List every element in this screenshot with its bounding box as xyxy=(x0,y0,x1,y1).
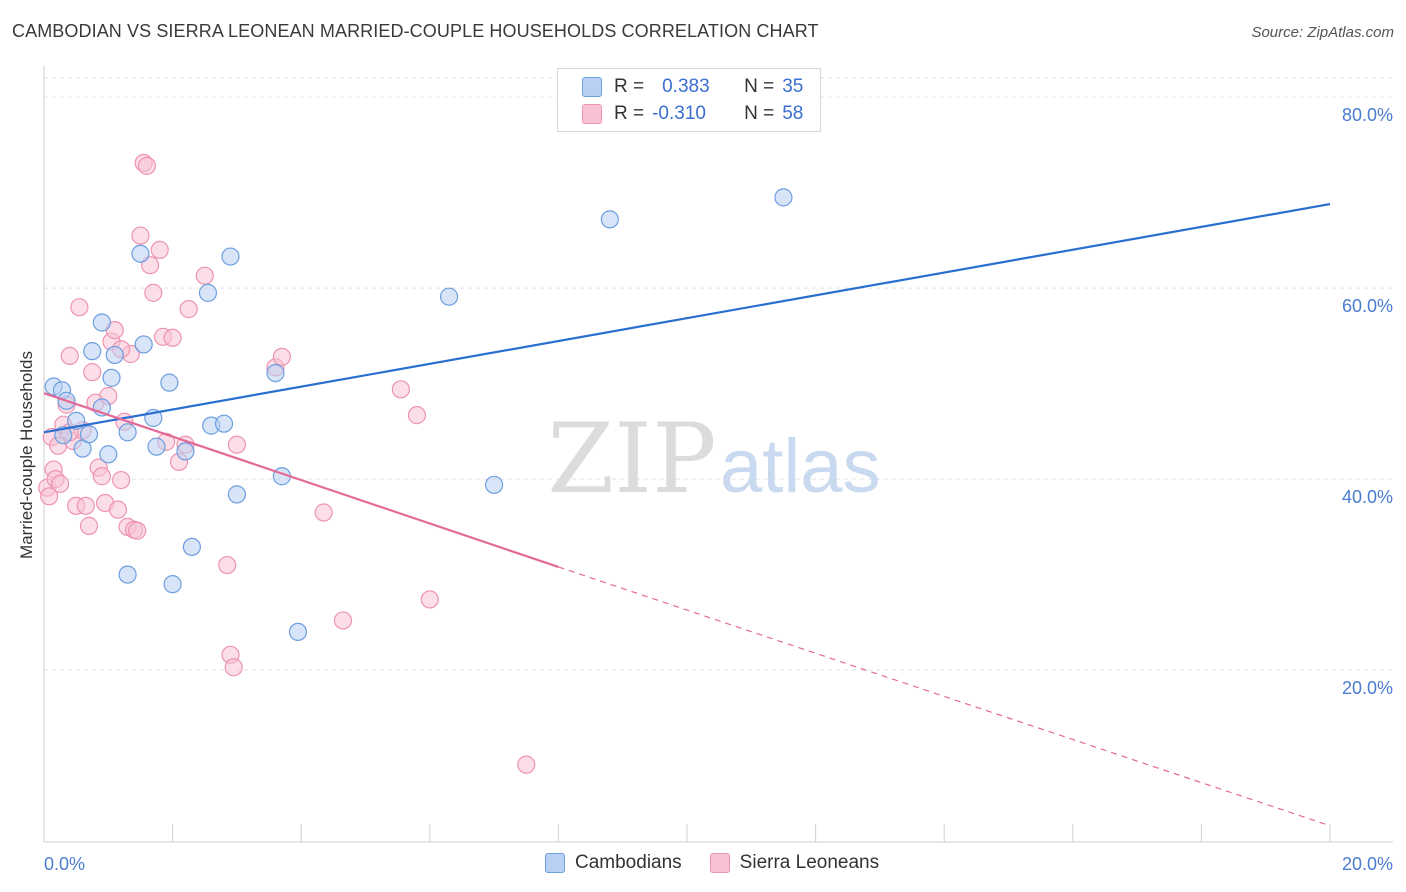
cambodian-point xyxy=(227,485,246,504)
sierra-leonean-point xyxy=(224,658,243,677)
sierra-leonean-point xyxy=(420,590,439,609)
cambodian-point xyxy=(118,565,137,584)
cambodian-point xyxy=(214,414,234,433)
legend-item-cambodians[interactable]: Cambodians xyxy=(545,852,682,874)
cambodian-point xyxy=(198,283,218,302)
cambodian-point xyxy=(485,475,504,494)
trend-lines xyxy=(43,202,1331,827)
sierra-leoneans-trend-extension xyxy=(558,566,1331,827)
y-tick-label: 80.0% xyxy=(1342,105,1393,125)
y-tick-label: 20.0% xyxy=(1342,678,1393,698)
legend-swatch-pink xyxy=(582,104,602,124)
sierra-leonean-point xyxy=(137,156,156,175)
cambodians-label: Cambodians xyxy=(575,852,682,873)
legend-r-value: -0.310 xyxy=(652,103,706,124)
legend-r-value: 0.383 xyxy=(662,76,710,97)
sierra-leonean-point xyxy=(407,406,427,425)
legend-row-sierra-leoneans: R = -0.310 N = 58 xyxy=(582,102,803,126)
sierra-leonean-point xyxy=(163,328,182,347)
sierra-leonean-point xyxy=(131,226,150,245)
sierra-leonean-point xyxy=(391,380,410,399)
sierra-leonean-point xyxy=(218,555,237,575)
sierra-leonean-point xyxy=(128,521,147,540)
sierra-leonean-point xyxy=(144,283,163,302)
sierra-leoneans-label: Sierra Leoneans xyxy=(739,852,880,873)
cambodian-point xyxy=(774,188,793,207)
cambodian-point xyxy=(221,247,240,266)
legend-row-cambodians: R = 0.383 N = 35 xyxy=(582,75,803,99)
sierra-leonean-point xyxy=(272,347,292,366)
sierra-leonean-point xyxy=(179,300,198,319)
chart-title: CAMBODIAN VS SIERRA LEONEAN MARRIED-COUP… xyxy=(12,21,819,41)
sierra-leonean-point xyxy=(60,346,79,366)
sierra-leonean-point xyxy=(150,240,169,259)
sierra-leonean-point xyxy=(333,611,353,630)
cambodian-point xyxy=(54,426,73,445)
legend-n-label: N = xyxy=(744,103,775,124)
cambodian-point xyxy=(176,442,195,461)
series-cambodians xyxy=(44,188,793,642)
legend-r-label: R = xyxy=(614,103,645,124)
source-credit: Source: ZipAtlas.com xyxy=(1251,24,1394,41)
sierra-leonean-point xyxy=(314,503,333,522)
legend-item-sierra-leoneans[interactable]: Sierra Leoneans xyxy=(709,852,880,874)
cambodian-point xyxy=(83,342,102,361)
sierra-leonean-point xyxy=(83,363,102,382)
cambodian-point xyxy=(288,622,308,642)
sierra-leoneans-swatch xyxy=(709,853,730,873)
sierra-leoneans-trend-line xyxy=(43,392,559,569)
correlation-legend: R = 0.383 N = 35 R = -0.310 N = 58 xyxy=(557,68,821,132)
sierra-leonean-point xyxy=(108,500,128,519)
sierra-leonean-point xyxy=(92,467,111,486)
sierra-leonean-point xyxy=(79,516,99,535)
cambodian-point xyxy=(99,445,118,464)
legend-n-value: 58 xyxy=(782,103,804,124)
sierra-leonean-point xyxy=(70,298,89,317)
legend-n-value: 35 xyxy=(782,76,804,97)
cambodian-point xyxy=(439,287,459,306)
sierra-leonean-point xyxy=(227,435,246,454)
cambodian-point xyxy=(102,368,121,387)
x-tick-max: 20.0% xyxy=(1342,854,1393,874)
legend-r-label: R = xyxy=(614,76,645,97)
axes xyxy=(43,66,1393,843)
x-tick-labels: 0.0% 20.0% xyxy=(44,854,1393,874)
sierra-leonean-point xyxy=(50,474,70,493)
y-tick-label: 40.0% xyxy=(1342,487,1393,507)
cambodian-point xyxy=(163,575,182,594)
watermark-zip: ZIP xyxy=(547,403,716,515)
cambodian-point xyxy=(134,335,153,354)
cambodian-point xyxy=(266,363,285,383)
cambodian-point xyxy=(600,210,619,229)
cambodian-point xyxy=(160,373,179,392)
series-legend: Cambodians Sierra Leoneans xyxy=(545,852,907,874)
y-axis-label: Married-couple Households xyxy=(17,351,36,559)
cambodians-swatch xyxy=(545,853,565,873)
y-tick-labels: 20.0% 40.0% 60.0% 80.0% xyxy=(1342,105,1393,698)
sierra-leonean-point xyxy=(112,470,131,490)
cambodians-trend-line xyxy=(43,202,1331,434)
cambodian-point xyxy=(79,425,99,444)
legend-n-label: N = xyxy=(744,76,775,97)
cambodian-point xyxy=(131,244,150,263)
sierra-leonean-point xyxy=(195,266,214,285)
cambodian-point xyxy=(118,423,137,442)
legend-swatch-blue xyxy=(582,77,602,97)
sierra-leonean-point xyxy=(76,496,95,515)
watermark: ZIP atlas xyxy=(547,403,880,515)
cambodian-point xyxy=(105,345,124,365)
grid-lines xyxy=(44,77,1393,671)
sierra-leonean-point xyxy=(40,487,59,506)
series-sierra-leoneans xyxy=(38,153,536,774)
cambodian-point xyxy=(182,537,201,557)
cambodian-point xyxy=(92,313,111,332)
y-tick-label: 60.0% xyxy=(1342,296,1393,316)
cambodian-point xyxy=(147,437,166,456)
sierra-leonean-point xyxy=(517,755,536,774)
watermark-atlas: atlas xyxy=(720,424,881,509)
x-tick-min: 0.0% xyxy=(44,854,85,874)
